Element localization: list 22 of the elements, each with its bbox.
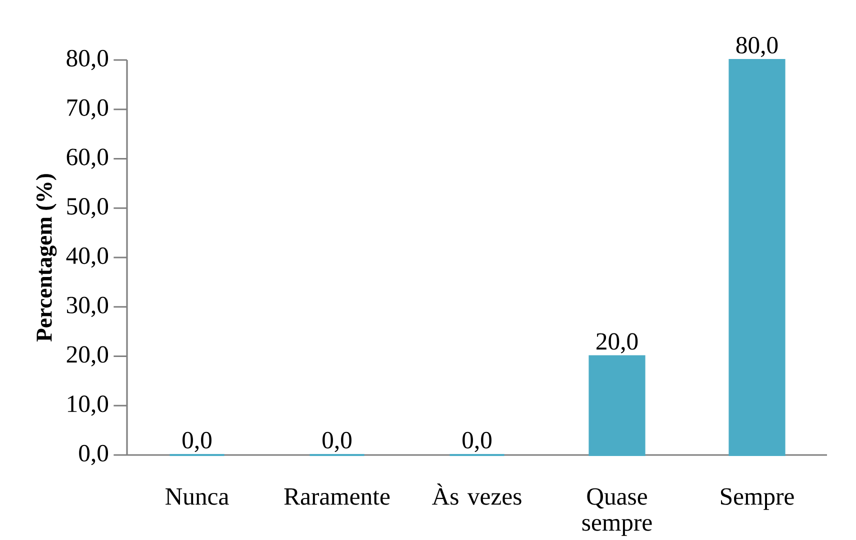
y-tick-label: 0,0 xyxy=(79,444,108,466)
y-tick-label: 80,0 xyxy=(66,50,108,70)
data-label: 0,0 xyxy=(322,432,352,452)
y-tick-label: 10,0 xyxy=(68,396,108,416)
y-tick-label: 20,0 xyxy=(66,346,108,366)
x-tick-label: Quase sempre xyxy=(582,488,652,536)
y-tick-label: 60,0 xyxy=(66,148,108,169)
y-tick-label: 30,0 xyxy=(66,296,108,317)
x-tick-label: Sempre xyxy=(720,488,794,510)
y-tick-label: 40,0 xyxy=(66,247,108,268)
data-label: 0,0 xyxy=(462,432,492,452)
bar xyxy=(588,355,646,456)
y-tick-label: 70,0 xyxy=(67,99,108,120)
y-tick-label: 50,0 xyxy=(67,198,108,218)
x-tick-label: Raramente xyxy=(284,488,390,505)
bar xyxy=(728,59,786,456)
y-axis-title: Percentagem (%) xyxy=(36,174,57,342)
x-tick-label: Nunca xyxy=(166,488,229,505)
data-label: 0,0 xyxy=(182,432,212,452)
data-label: 20,0 xyxy=(596,333,638,354)
x-tick-label: Às vezes xyxy=(432,483,522,505)
data-label: 80,0 xyxy=(736,36,778,58)
